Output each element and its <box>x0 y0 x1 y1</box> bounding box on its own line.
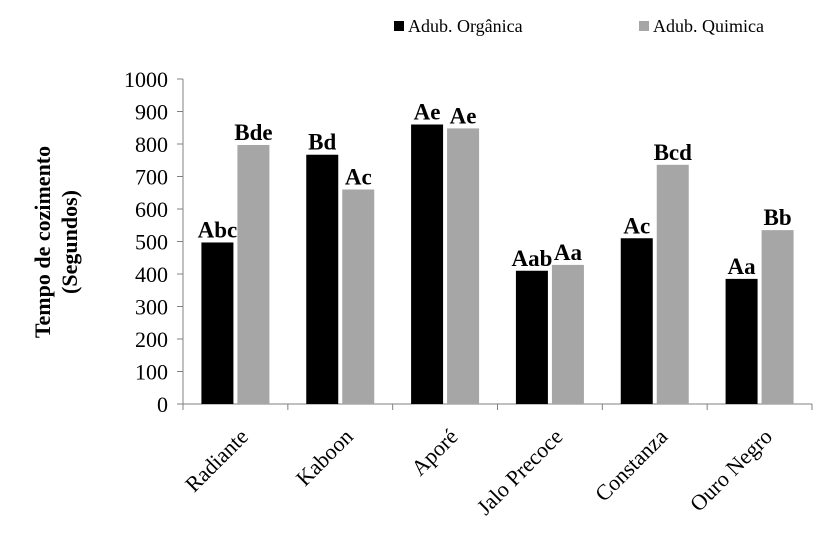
bar-organica <box>201 242 234 404</box>
bar-quimica <box>342 189 375 404</box>
y-axis-title: Tempo de cozimento (Segundos) <box>30 146 82 338</box>
y-axis-title-line2: (Segundos) <box>57 190 82 294</box>
bar-data-label: Bd <box>308 130 336 155</box>
bar-quimica <box>447 128 480 404</box>
x-tick-label: Kaboon <box>291 424 358 491</box>
legend: Adub. Orgânica Adub. Quimica <box>394 16 764 36</box>
y-axis-ticks: 0 100 200 300 400 500 600 700 800 900 1000 <box>124 67 183 417</box>
y-tick-label: 1000 <box>124 67 168 92</box>
y-tick-label: 700 <box>135 165 168 190</box>
legend-swatch-organica <box>394 21 404 31</box>
y-tick-label: 800 <box>135 132 168 157</box>
bar-quimica <box>761 230 794 404</box>
x-tick-label: Radiante <box>180 424 253 497</box>
bar-organica <box>620 238 653 404</box>
bar-organica <box>306 154 339 404</box>
bar-data-label: Bde <box>234 120 272 145</box>
bar-data-label: Bcd <box>654 140 693 165</box>
bar-data-label: Bb <box>764 205 792 230</box>
bar-data-label: Ac <box>345 165 372 190</box>
x-tick-label: Ouro Negro <box>685 424 777 516</box>
bar-data-label: Ac <box>623 213 650 238</box>
y-tick-label: 300 <box>135 295 168 320</box>
y-tick-label: 600 <box>135 197 168 222</box>
bar-organica <box>515 270 548 404</box>
legend-label-quimica: Adub. Quimica <box>653 16 764 36</box>
bar-data-label: Ae <box>414 100 441 125</box>
y-tick-label: 500 <box>135 230 168 255</box>
bar-quimica <box>656 164 689 404</box>
legend-label-organica: Adub. Orgânica <box>408 16 523 36</box>
y-axis-title-line1: Tempo de cozimento <box>30 146 55 338</box>
y-tick-label: 100 <box>135 360 168 385</box>
y-tick-label: 900 <box>135 100 168 125</box>
bar-data-label: Abc <box>198 217 238 242</box>
y-tick-label: 400 <box>135 262 168 287</box>
bar-data-label: Aa <box>554 240 583 265</box>
bar-organica <box>411 124 444 404</box>
legend-swatch-quimica <box>639 21 649 31</box>
bar-data-label: Aab <box>511 246 552 271</box>
x-axis-labels: Radiante Kaboon Aporé Jalo Precoce Constanza… <box>180 424 777 520</box>
bar-data-label: Aa <box>728 254 757 279</box>
x-axis-ticks <box>182 404 813 410</box>
x-tick-label: Constanza <box>590 424 673 507</box>
bar-quimica <box>551 264 584 404</box>
y-tick-label: 0 <box>157 392 168 417</box>
x-tick-label: Jalo Precoce <box>472 424 568 520</box>
bar-quimica <box>237 144 270 404</box>
bar-data-label: Ae <box>450 103 477 128</box>
bars <box>201 124 794 404</box>
x-tick-label: Aporé <box>406 424 463 481</box>
y-tick-label: 200 <box>135 327 168 352</box>
bar-organica <box>725 278 758 404</box>
